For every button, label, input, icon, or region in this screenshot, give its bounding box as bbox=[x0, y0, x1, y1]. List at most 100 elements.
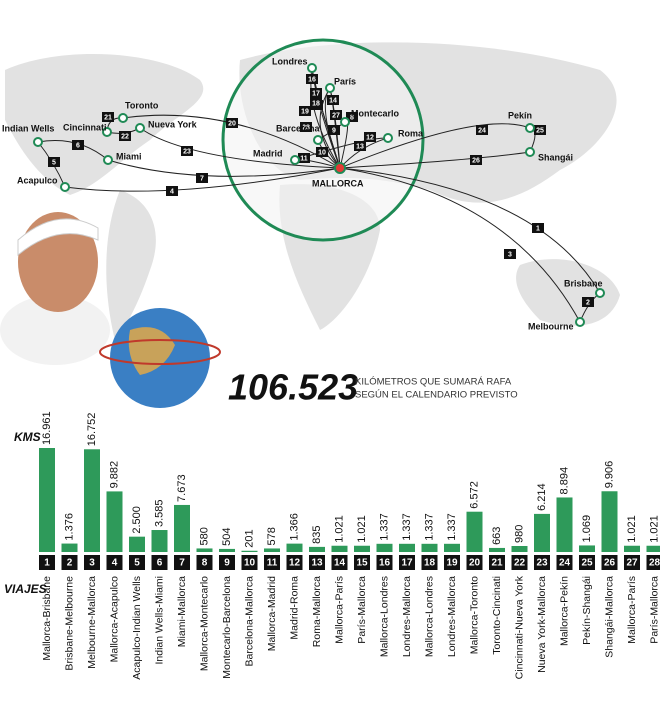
value-label: 1.366 bbox=[288, 513, 300, 541]
route-number: 19 bbox=[301, 108, 309, 115]
bar bbox=[219, 549, 235, 552]
x-tick-label: Brisbane-Melbourne bbox=[63, 576, 75, 671]
x-tick-label: Melbourne-Mallorca bbox=[86, 576, 98, 669]
value-label: 1.021 bbox=[626, 515, 638, 543]
bar bbox=[152, 530, 168, 552]
city-marker bbox=[384, 134, 392, 142]
value-label: 980 bbox=[513, 525, 525, 543]
trip-number: 14 bbox=[334, 558, 346, 569]
x-tick-label: Mallorca-Madrid bbox=[266, 576, 278, 651]
city-marker bbox=[326, 84, 334, 92]
route-number: 5 bbox=[52, 159, 56, 166]
bar bbox=[579, 545, 595, 552]
city-label: Roma bbox=[398, 128, 424, 138]
trip-number: 11 bbox=[267, 558, 278, 569]
x-tick-label: París-Mallorca bbox=[648, 576, 660, 644]
bar bbox=[534, 514, 550, 552]
route-number: 13 bbox=[356, 143, 364, 150]
bar bbox=[287, 544, 303, 552]
x-tick-label: Mallorca-Londres bbox=[378, 576, 390, 657]
value-label: 504 bbox=[221, 528, 233, 546]
x-tick-label: Mallorca-Toronto bbox=[468, 576, 480, 654]
x-tick-label: Londres-Mallorca bbox=[446, 576, 458, 657]
city-marker bbox=[314, 136, 322, 144]
value-label: 1.376 bbox=[63, 513, 75, 541]
x-tick-label: Acapulco-Indian Wells bbox=[131, 576, 143, 680]
value-label: 1.021 bbox=[648, 515, 660, 543]
bar bbox=[197, 548, 213, 552]
bar bbox=[647, 546, 660, 552]
value-label: 6.214 bbox=[536, 483, 548, 511]
city-label: Miami bbox=[116, 151, 142, 161]
trip-number: 20 bbox=[469, 558, 481, 569]
y-axis-label: KMS bbox=[14, 430, 41, 444]
bar bbox=[129, 537, 145, 552]
city-label: Barcelona bbox=[276, 123, 321, 133]
value-label: 1.337 bbox=[378, 513, 390, 541]
route-number: 11 bbox=[300, 155, 308, 162]
bar bbox=[107, 491, 123, 552]
value-label: 663 bbox=[491, 527, 503, 545]
trip-number: 21 bbox=[491, 558, 503, 569]
trip-number: 26 bbox=[604, 558, 616, 569]
city-marker bbox=[61, 183, 69, 191]
value-label: 6.572 bbox=[468, 481, 480, 509]
trip-number: 6 bbox=[157, 558, 163, 569]
city-label: Nueva York bbox=[148, 119, 198, 129]
trip-number: 10 bbox=[244, 558, 256, 569]
city-marker bbox=[335, 163, 345, 173]
city-label: Shangái bbox=[538, 152, 573, 162]
bar bbox=[512, 546, 528, 552]
x-tick-label: Nueva York-Mallorca bbox=[536, 576, 548, 673]
trip-number: 8 bbox=[202, 558, 208, 569]
bar bbox=[602, 491, 618, 552]
city-label: Indian Wells bbox=[2, 123, 54, 133]
city-marker bbox=[104, 156, 112, 164]
x-tick-label: Madrid-Roma bbox=[288, 576, 300, 640]
x-tick-label: Pekín-Shangái bbox=[581, 576, 593, 645]
x-tick-label: Shangái-Mallorca bbox=[603, 576, 615, 658]
route-number: 25 bbox=[536, 127, 544, 134]
route-number: 16 bbox=[308, 76, 316, 83]
route-number: 9 bbox=[332, 127, 336, 134]
bar bbox=[309, 547, 325, 552]
city-marker bbox=[136, 124, 144, 132]
city-label: Londres bbox=[272, 56, 308, 66]
bar bbox=[399, 544, 415, 552]
route-number: 14 bbox=[329, 97, 337, 104]
city-label: Cincinnati bbox=[63, 122, 107, 132]
city-label: Madrid bbox=[253, 148, 283, 158]
bar bbox=[377, 544, 393, 552]
value-label: 580 bbox=[198, 527, 210, 545]
route-number: 10 bbox=[318, 149, 326, 156]
trip-number: 15 bbox=[356, 558, 368, 569]
bar bbox=[242, 551, 258, 552]
bar bbox=[39, 448, 55, 552]
trip-number: 27 bbox=[626, 558, 638, 569]
trip-number: 18 bbox=[424, 558, 436, 569]
x-tick-label: Mallorca-Montecarlo bbox=[198, 576, 210, 671]
value-label: 16.752 bbox=[86, 413, 98, 447]
route-number: 22 bbox=[121, 133, 129, 140]
trip-number: 16 bbox=[379, 558, 391, 569]
value-label: 8.894 bbox=[558, 467, 570, 495]
value-label: 1.337 bbox=[423, 513, 435, 541]
x-tick-label: Mallorca-Brisbane bbox=[41, 576, 53, 661]
x-tick-label: Roma-Mallorca bbox=[311, 576, 323, 647]
value-label: 1.021 bbox=[333, 515, 345, 543]
x-tick-label: Toronto-Cincinati bbox=[491, 576, 503, 655]
bar bbox=[489, 548, 505, 552]
route-number: 4 bbox=[170, 188, 174, 195]
city-marker bbox=[34, 138, 42, 146]
route-number: 7 bbox=[200, 175, 204, 182]
value-label: 1.337 bbox=[446, 513, 458, 541]
x-tick-label: Mallorca-Londres bbox=[423, 576, 435, 657]
city-marker bbox=[341, 118, 349, 126]
value-label: 9.906 bbox=[603, 461, 615, 489]
x-tick-label: Londres-Mallorca bbox=[401, 576, 413, 657]
city-label: París bbox=[334, 76, 356, 86]
trip-number: 5 bbox=[134, 558, 140, 569]
city-marker bbox=[526, 148, 534, 156]
x-tick-label: Mallorca-París bbox=[626, 576, 638, 644]
